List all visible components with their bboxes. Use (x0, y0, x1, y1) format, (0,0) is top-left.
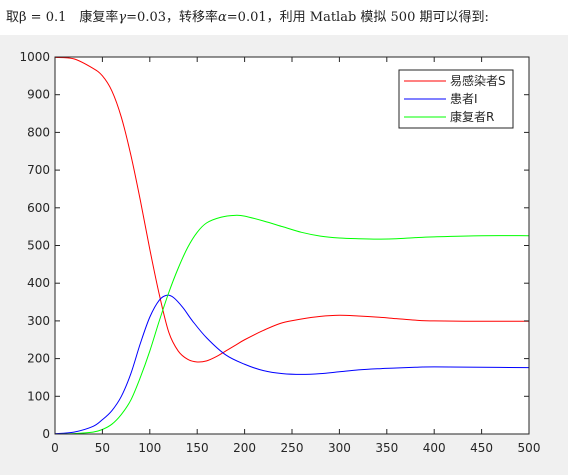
y-tick-label: 500 (27, 239, 50, 253)
series-group (54, 56, 530, 435)
x-tick-label: 150 (186, 441, 209, 455)
y-tick-label: 1000 (19, 50, 50, 64)
alpha-symbol: α (218, 10, 227, 25)
x-tick-label: 400 (423, 441, 446, 455)
x-tick-label: 100 (138, 441, 161, 455)
y-tick-label: 0 (42, 427, 50, 441)
x-tick-label: 250 (281, 441, 304, 455)
caption-part-3: =0.03，转移率 (126, 10, 218, 25)
y-tick-label: 400 (27, 276, 50, 290)
x-tick-label: 200 (233, 441, 256, 455)
y-tick-label: 700 (27, 163, 50, 177)
legend-label: 易感染者S (450, 73, 506, 88)
x-tick-label: 500 (518, 441, 541, 455)
legend-label: 患者I (450, 92, 478, 106)
figure-caption: 取β = 0.1 康复率γ=0.03，转移率α=0.01，利用 Matlab 模… (6, 6, 562, 25)
y-tick-label: 200 (27, 352, 50, 366)
y-tick-label: 100 (27, 389, 50, 403)
x-tick-label: 50 (95, 441, 110, 455)
caption-part-1: 取β (6, 10, 27, 25)
y-tick-label: 800 (27, 125, 50, 139)
legend: 易感染者S 患者I 康复者R (398, 69, 514, 129)
gamma-symbol: γ (118, 10, 127, 25)
y-tick-label: 600 (27, 201, 50, 215)
y-tick-label: 300 (27, 314, 50, 328)
legend-label: 康复者R (450, 109, 494, 124)
series-line-2 (54, 294, 530, 435)
series-line-1 (54, 56, 530, 363)
x-tick-label: 450 (470, 441, 493, 455)
caption-part-4: =0.01，利用 Matlab 模拟 500 期可以得到: (226, 10, 489, 25)
x-tick-label: 0 (51, 441, 59, 455)
series-line-3 (54, 214, 530, 435)
axes-group: 0 50 100 150 200 250 300 350 400 450 500 0 100 200 300… (19, 50, 540, 455)
x-tick-label: 350 (375, 441, 398, 455)
y-tick-label: 900 (27, 88, 50, 102)
caption-part-2: = 0.1 康复率 (26, 10, 119, 25)
x-tick-label: 300 (328, 441, 351, 455)
